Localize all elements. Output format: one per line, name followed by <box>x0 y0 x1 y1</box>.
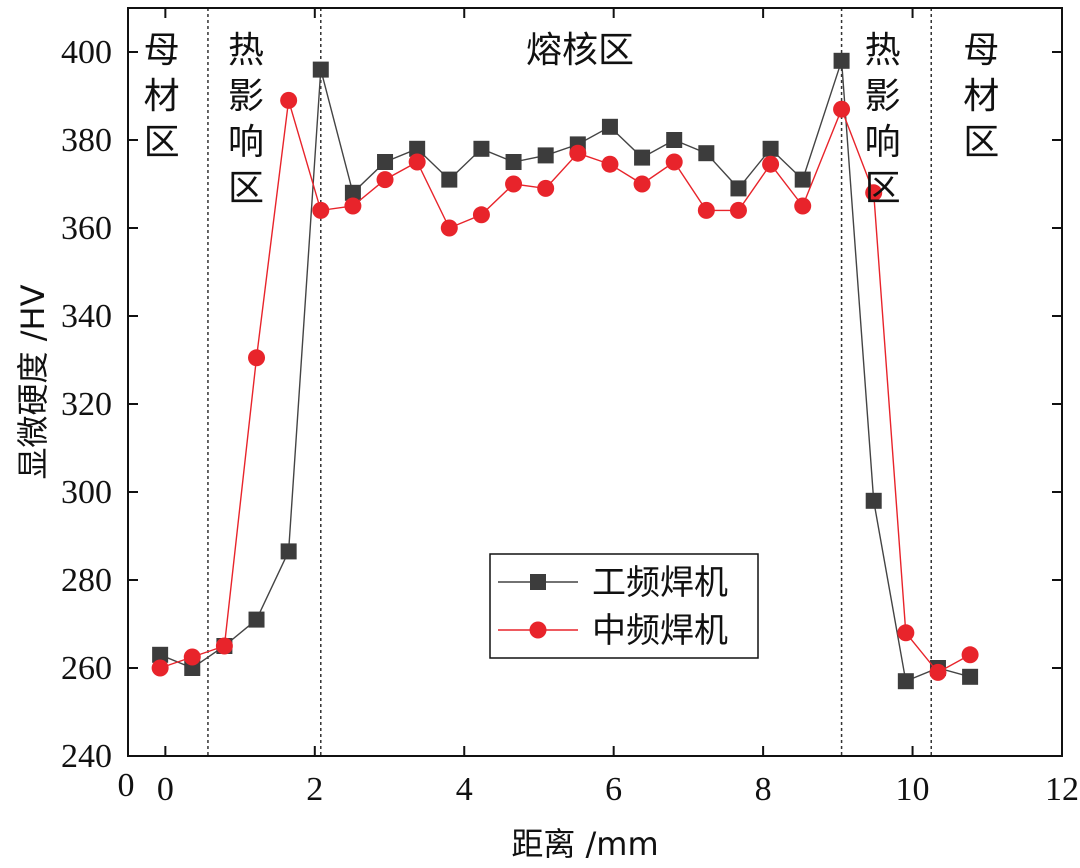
y-tick-label: 400 <box>61 34 112 71</box>
data-point-square <box>312 61 329 78</box>
data-point-square <box>344 184 361 201</box>
data-point-square <box>409 140 426 157</box>
data-point-square <box>601 118 618 135</box>
series-1 <box>152 52 979 690</box>
x-tick-label: 4 <box>456 771 473 808</box>
axes: 0 2 4 6 8 10 12 240 260 280 300 320 340 360 380 400 0 <box>61 7 1079 808</box>
legend-marker-circle <box>529 621 547 639</box>
y-tick-label: 340 <box>61 298 112 335</box>
x-axis-title: 距离 /mm <box>511 825 658 863</box>
data-point-square <box>248 611 265 628</box>
data-point-circle <box>312 201 330 219</box>
zone-label: 区 <box>963 122 999 163</box>
data-point-circle <box>280 91 298 109</box>
data-point-square <box>762 140 779 157</box>
zone-label: 影 <box>228 76 264 117</box>
y-tick-label: 240 <box>61 738 112 775</box>
data-point-square <box>833 52 850 69</box>
data-point-square <box>537 147 554 164</box>
zone-label: 母 <box>963 30 999 71</box>
data-point-circle <box>929 663 947 681</box>
data-point-circle <box>961 646 979 664</box>
series-2 <box>151 91 979 681</box>
data-point-circle <box>537 179 555 197</box>
data-point-circle <box>665 153 683 171</box>
legend-label: 中频焊机 <box>592 611 728 651</box>
legend-marker-square <box>530 574 546 590</box>
series-layer <box>151 52 979 690</box>
data-point-circle <box>833 100 851 118</box>
y-tick-label: 380 <box>61 122 112 159</box>
legend-box <box>489 553 759 659</box>
zone-label: 材 <box>144 76 180 117</box>
data-point-square <box>634 149 651 166</box>
series-line <box>159 100 971 674</box>
zone-label: 区 <box>144 122 180 163</box>
x-tick-label: 10 <box>896 771 930 808</box>
data-point-circle <box>248 349 266 367</box>
plot-frame <box>127 7 1063 757</box>
zone-label: 影 <box>865 76 901 117</box>
x-tick-label: 12 <box>1045 771 1079 808</box>
legend-label: 工频焊机 <box>592 563 728 603</box>
data-point-square <box>473 140 490 157</box>
zone-label: 热 <box>865 30 901 71</box>
zone-label: 响 <box>865 122 901 163</box>
zone-label: 区 <box>228 168 264 209</box>
data-point-circle <box>505 175 523 193</box>
zone-label: 区 <box>865 168 901 209</box>
zone-label: 材 <box>963 76 999 117</box>
y-tick-label: 260 <box>61 650 112 687</box>
data-point-square <box>441 171 458 188</box>
x-tick-label: 6 <box>605 771 622 808</box>
data-point-square <box>962 668 979 685</box>
data-point-circle <box>633 175 651 193</box>
data-point-circle <box>376 171 394 189</box>
data-point-circle <box>794 197 812 215</box>
y-tick-label: 300 <box>61 474 112 511</box>
zone-label: 响 <box>228 122 264 163</box>
data-point-square <box>698 145 715 162</box>
data-point-circle <box>865 184 883 202</box>
zone-label: 母 <box>144 30 180 71</box>
data-point-circle <box>183 648 201 666</box>
y-tick-label: 360 <box>61 210 112 247</box>
data-point-circle <box>408 153 426 171</box>
x-tick-label: 0 <box>157 771 174 808</box>
zone-label: 热 <box>228 30 264 71</box>
data-point-circle <box>601 155 619 173</box>
data-point-circle <box>440 219 458 237</box>
data-point-square <box>897 673 914 690</box>
data-point-square <box>152 646 169 663</box>
data-point-square <box>666 132 683 148</box>
data-point-square <box>730 180 747 197</box>
data-point-circle <box>215 637 233 655</box>
data-point-circle <box>151 659 169 677</box>
x-tick-label: 2 <box>306 771 323 808</box>
data-point-square <box>505 154 522 170</box>
data-point-square <box>280 543 297 560</box>
data-point-square <box>377 154 394 170</box>
x-tick-label: 8 <box>755 771 772 808</box>
data-point-circle <box>729 201 747 219</box>
y-tick-label: 320 <box>61 386 112 423</box>
data-point-square <box>794 171 811 188</box>
series-line <box>159 60 971 683</box>
data-point-circle <box>897 624 915 642</box>
data-point-circle <box>569 144 587 162</box>
data-point-circle <box>697 201 715 219</box>
data-point-circle <box>344 197 362 215</box>
data-point-circle <box>762 155 780 173</box>
corner-zero-label: 0 <box>118 767 135 804</box>
zone-label: 熔核区 <box>526 30 634 71</box>
data-point-circle <box>472 206 490 224</box>
y-axis-title: 显微硬度 /HV <box>14 284 52 479</box>
zone-boundary-lines <box>207 8 932 756</box>
data-point-square <box>865 492 882 509</box>
y-tick-label: 280 <box>61 562 112 599</box>
